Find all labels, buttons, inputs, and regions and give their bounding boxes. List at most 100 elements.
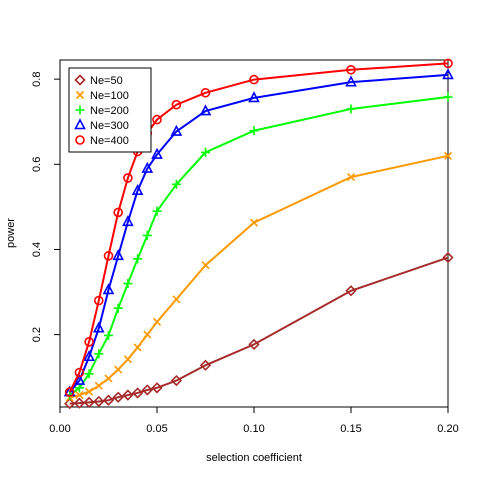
data-point bbox=[75, 391, 84, 400]
legend-marker bbox=[74, 118, 86, 130]
data-point bbox=[123, 173, 133, 183]
data-point bbox=[141, 384, 153, 396]
data-point bbox=[151, 382, 163, 394]
data-point bbox=[113, 207, 123, 218]
data-point bbox=[346, 104, 356, 114]
data-point bbox=[104, 330, 113, 340]
legend-entry: Ne=200 bbox=[75, 105, 129, 117]
data-point bbox=[94, 349, 104, 359]
y-tick-label: 0.4 bbox=[31, 242, 43, 257]
series-layer bbox=[63, 58, 454, 410]
data-point bbox=[152, 206, 162, 216]
legend-label: Ne=400 bbox=[90, 135, 129, 147]
data-point bbox=[94, 295, 104, 306]
y-axis-title: power bbox=[5, 218, 17, 248]
legend-entry: Ne=100 bbox=[75, 90, 129, 102]
data-point bbox=[199, 359, 212, 371]
data-point bbox=[248, 338, 260, 351]
data-point bbox=[199, 104, 212, 116]
data-point bbox=[443, 151, 453, 160]
legend-marker bbox=[75, 105, 85, 115]
data-point bbox=[172, 295, 181, 304]
series-line bbox=[69, 256, 449, 405]
data-point bbox=[200, 87, 211, 98]
data-point bbox=[143, 330, 152, 339]
data-point bbox=[346, 173, 356, 182]
data-point bbox=[112, 391, 124, 403]
data-point bbox=[104, 374, 113, 383]
data-point bbox=[171, 179, 181, 189]
data-point bbox=[73, 397, 86, 409]
data-point bbox=[345, 75, 357, 87]
x-tick-label: 0.00 bbox=[49, 423, 70, 435]
data-point bbox=[102, 394, 115, 406]
data-point bbox=[141, 161, 154, 173]
data-point bbox=[85, 387, 94, 396]
x-axis: 0.00 0.05 0.10 0.15 0.20 bbox=[49, 407, 459, 435]
data-point bbox=[122, 389, 134, 401]
legend-label: Ne=100 bbox=[90, 90, 129, 102]
legend-marker bbox=[74, 74, 86, 86]
data-point bbox=[249, 126, 259, 136]
data-point bbox=[123, 355, 132, 364]
data-point bbox=[83, 350, 95, 362]
data-point bbox=[443, 58, 453, 69]
y-tick-label: 0.8 bbox=[31, 72, 43, 87]
series-ne-300 bbox=[63, 68, 454, 397]
series-ne-200 bbox=[65, 92, 453, 400]
data-point bbox=[114, 365, 123, 374]
legend-entry: Ne=300 bbox=[74, 118, 129, 132]
data-point bbox=[201, 261, 210, 270]
legend-label: Ne=300 bbox=[90, 120, 129, 132]
legend-label: Ne=50 bbox=[90, 75, 123, 87]
data-point bbox=[345, 285, 357, 297]
data-point bbox=[151, 147, 163, 159]
x-axis-title: selection coefficient bbox=[206, 452, 302, 464]
data-point bbox=[112, 249, 125, 261]
data-point bbox=[83, 396, 95, 408]
data-point bbox=[133, 343, 142, 352]
data-point bbox=[249, 74, 259, 85]
data-point bbox=[64, 387, 75, 397]
x-tick-label: 0.20 bbox=[437, 423, 458, 435]
data-point bbox=[73, 373, 86, 385]
data-point bbox=[94, 381, 103, 390]
data-point bbox=[92, 321, 105, 333]
data-point bbox=[123, 279, 133, 289]
data-point bbox=[103, 251, 114, 261]
x-tick-label: 0.15 bbox=[340, 423, 361, 435]
data-point bbox=[133, 254, 143, 264]
legend-entry: Ne=50 bbox=[74, 74, 123, 87]
data-point bbox=[122, 215, 134, 227]
data-point bbox=[442, 251, 454, 264]
data-point bbox=[201, 147, 210, 157]
legend-marker bbox=[75, 135, 85, 145]
legend-label: Ne=200 bbox=[90, 105, 129, 117]
legend: Ne=50 Ne=100 Ne=200 Ne=300 Ne=400 bbox=[68, 67, 152, 153]
data-point bbox=[84, 337, 94, 347]
data-point bbox=[74, 367, 85, 378]
data-point bbox=[131, 184, 144, 196]
legend-entry: Ne=400 bbox=[75, 135, 129, 147]
data-point bbox=[93, 395, 105, 408]
data-point bbox=[152, 317, 162, 326]
x-tick-label: 0.05 bbox=[146, 423, 167, 435]
data-point bbox=[249, 218, 259, 227]
data-point bbox=[113, 303, 123, 313]
series-line bbox=[68, 73, 449, 393]
data-point bbox=[170, 124, 183, 136]
data-point bbox=[170, 374, 183, 387]
data-point bbox=[248, 91, 260, 103]
data-point bbox=[346, 64, 356, 75]
series-ne-50 bbox=[64, 251, 454, 410]
data-point bbox=[131, 387, 144, 399]
data-point bbox=[152, 114, 162, 125]
legend-marker bbox=[75, 90, 85, 100]
data-point bbox=[171, 99, 182, 110]
y-axis: 0.2 0.4 0.6 0.8 bbox=[31, 72, 60, 342]
data-point bbox=[142, 230, 152, 240]
data-point bbox=[102, 283, 115, 295]
data-point bbox=[442, 68, 454, 80]
data-point bbox=[64, 397, 76, 410]
